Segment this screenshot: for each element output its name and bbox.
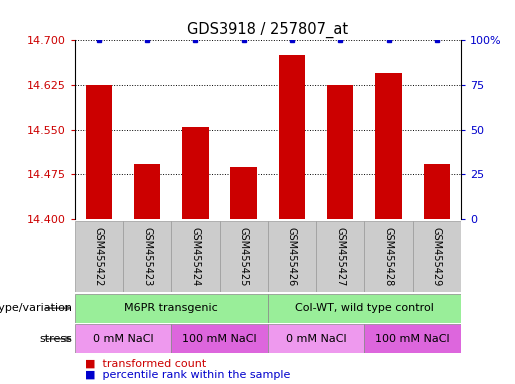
Text: 0 mM NaCl: 0 mM NaCl [286,334,347,344]
Text: ■  percentile rank within the sample: ■ percentile rank within the sample [85,370,290,380]
Bar [171,221,219,292]
Text: GSM455424: GSM455424 [191,227,200,286]
Bar [365,221,413,292]
Text: genotype/variation: genotype/variation [0,303,72,313]
Title: GDS3918 / 257807_at: GDS3918 / 257807_at [187,22,348,38]
Text: 0 mM NaCl: 0 mM NaCl [93,334,153,344]
Bar [75,221,123,292]
Bar [182,127,209,219]
Bar [268,221,316,292]
Bar [413,221,461,292]
Bar [365,324,461,353]
Bar [316,221,365,292]
Text: GSM455426: GSM455426 [287,227,297,286]
Text: GSM455425: GSM455425 [238,227,249,286]
Text: 100 mM NaCl: 100 mM NaCl [375,334,450,344]
Bar [219,221,268,292]
Bar [85,85,112,219]
Text: 100 mM NaCl: 100 mM NaCl [182,334,257,344]
Text: stress: stress [39,334,72,344]
Bar [268,294,461,323]
Bar [423,164,450,219]
Text: GSM455428: GSM455428 [384,227,393,286]
Bar [375,73,402,219]
Bar [75,294,268,323]
Text: GSM455427: GSM455427 [335,227,345,286]
Text: M6PR transgenic: M6PR transgenic [124,303,218,313]
Text: Col-WT, wild type control: Col-WT, wild type control [295,303,434,313]
Text: GSM455423: GSM455423 [142,227,152,286]
Text: GSM455429: GSM455429 [432,227,442,286]
Bar [230,167,257,219]
Text: ■  transformed count: ■ transformed count [85,359,206,369]
Bar [75,324,171,353]
Text: GSM455422: GSM455422 [94,227,104,286]
Bar [279,55,305,219]
Bar [123,221,171,292]
Bar [327,85,353,219]
Bar [171,324,268,353]
Bar [268,324,365,353]
Bar [134,164,160,219]
